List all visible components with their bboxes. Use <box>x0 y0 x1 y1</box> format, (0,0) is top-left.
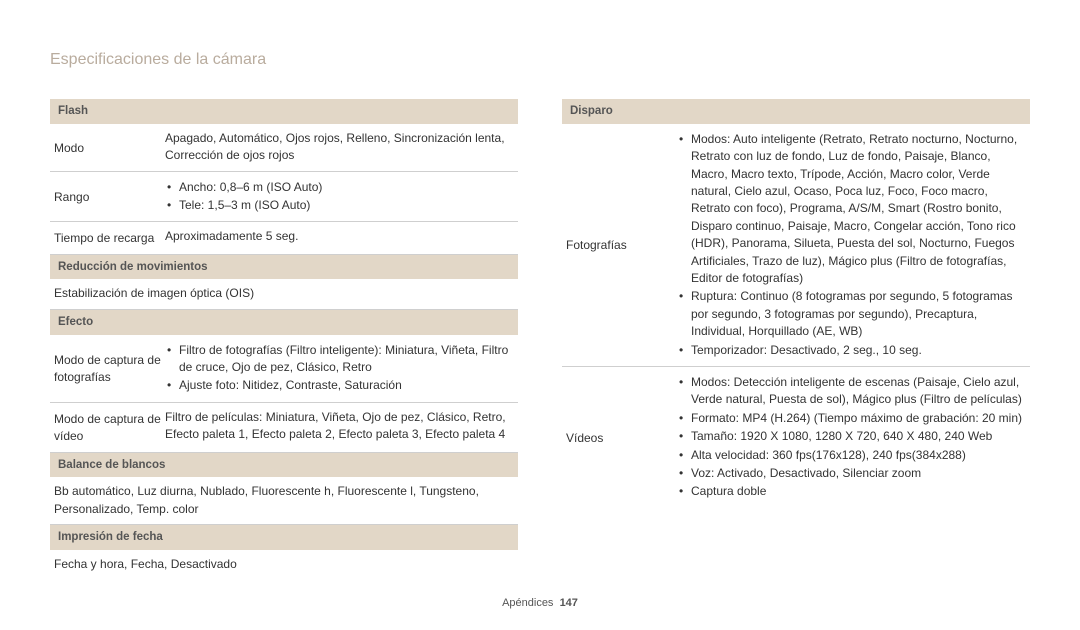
effect-video-label: Modo de captura de vídeo <box>50 409 165 446</box>
effect-photo-item: Filtro de fotografías (Filtro inteligent… <box>167 342 514 377</box>
flash-mode-row: Modo Apagado, Automático, Ojos rojos, Re… <box>50 124 518 172</box>
flash-range-value: Ancho: 0,8–6 m (ISO Auto) Tele: 1,5–3 m … <box>165 178 518 216</box>
videos-item: Captura doble <box>679 483 1026 500</box>
effect-video-value: Filtro de películas: Miniatura, Viñeta, … <box>165 409 518 446</box>
flash-range-row: Rango Ancho: 0,8–6 m (ISO Auto) Tele: 1,… <box>50 172 518 223</box>
flash-recharge-row: Tiempo de recarga Aproximadamente 5 seg. <box>50 222 518 254</box>
effect-video-row: Modo de captura de vídeo Filtro de pelíc… <box>50 403 518 453</box>
videos-label: Vídeos <box>562 373 677 502</box>
videos-row: Vídeos Modos: Detección inteligente de e… <box>562 367 1030 508</box>
page: Especificaciones de la cámara Flash Modo… <box>0 0 1080 630</box>
videos-item: Alta velocidad: 360 fps(176x128), 240 fp… <box>679 447 1026 464</box>
flash-range-item: Tele: 1,5–3 m (ISO Auto) <box>167 197 514 214</box>
wb-value: Bb automático, Luz diurna, Nublado, Fluo… <box>50 477 518 525</box>
wb-header: Balance de blancos <box>50 453 518 478</box>
photos-item: Temporizador: Desactivado, 2 seg., 10 se… <box>679 342 1026 359</box>
videos-item: Voz: Activado, Desactivado, Silenciar zo… <box>679 465 1026 482</box>
shake-header: Reducción de movimientos <box>50 255 518 280</box>
photos-row: Fotografías Modos: Auto inteligente (Ret… <box>562 124 1030 367</box>
flash-range-item: Ancho: 0,8–6 m (ISO Auto) <box>167 179 514 196</box>
videos-item: Formato: MP4 (H.264) (Tiempo máximo de g… <box>679 410 1026 427</box>
flash-mode-label: Modo <box>50 130 165 165</box>
effect-header: Efecto <box>50 310 518 335</box>
flash-range-label: Rango <box>50 178 165 216</box>
videos-item: Tamaño: 1920 X 1080, 1280 X 720, 640 X 4… <box>679 428 1026 445</box>
date-header: Impresión de fecha <box>50 525 518 550</box>
flash-recharge-label: Tiempo de recarga <box>50 228 165 247</box>
footer: Apéndices 147 <box>0 596 1080 612</box>
effect-photo-item: Ajuste foto: Nitidez, Contraste, Saturac… <box>167 377 514 394</box>
videos-value: Modos: Detección inteligente de escenas … <box>677 373 1030 502</box>
right-column: Disparo Fotografías Modos: Auto intelige… <box>562 99 1030 610</box>
videos-item: Modos: Detección inteligente de escenas … <box>679 374 1026 409</box>
page-title: Especificaciones de la cámara <box>50 48 1030 71</box>
effect-photo-row: Modo de captura de fotografías Filtro de… <box>50 335 518 403</box>
footer-page-number: 147 <box>560 597 578 609</box>
columns: Flash Modo Apagado, Automático, Ojos roj… <box>50 99 1030 610</box>
left-column: Flash Modo Apagado, Automático, Ojos roj… <box>50 99 518 610</box>
effect-photo-value: Filtro de fotografías (Filtro inteligent… <box>165 341 518 396</box>
flash-recharge-value: Aproximadamente 5 seg. <box>165 228 518 247</box>
flash-mode-value: Apagado, Automático, Ojos rojos, Relleno… <box>165 130 518 165</box>
photos-label: Fotografías <box>562 130 677 360</box>
effect-photo-label: Modo de captura de fotografías <box>50 341 165 396</box>
photos-item: Modos: Auto inteligente (Retrato, Retrat… <box>679 131 1026 288</box>
date-value: Fecha y hora, Fecha, Desactivado <box>50 550 518 579</box>
photos-item: Ruptura: Continuo (8 fotogramas por segu… <box>679 288 1026 340</box>
photos-value: Modos: Auto inteligente (Retrato, Retrat… <box>677 130 1030 360</box>
flash-header: Flash <box>50 99 518 124</box>
shake-value: Estabilización de imagen óptica (OIS) <box>50 279 518 309</box>
shooting-header: Disparo <box>562 99 1030 124</box>
footer-section: Apéndices <box>502 597 553 609</box>
